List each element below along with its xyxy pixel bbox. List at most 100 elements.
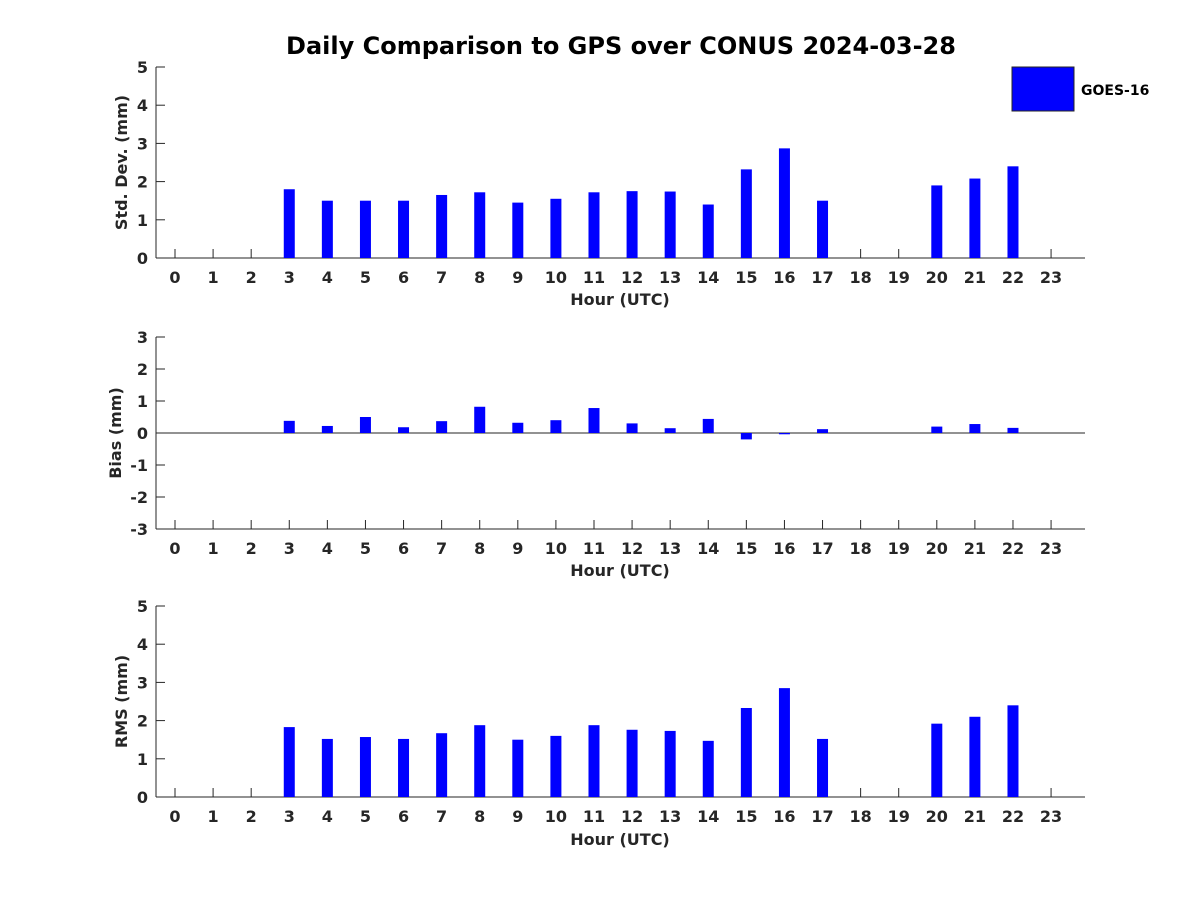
y-axis-label: Bias (mm): [106, 387, 125, 479]
bar-hour-16: [778, 688, 790, 797]
y-tick-label: 1: [137, 211, 148, 230]
x-tick-label: 22: [1002, 539, 1024, 558]
y-tick-label: 0: [137, 424, 148, 443]
x-tick-label: 10: [545, 539, 567, 558]
x-tick-label: 19: [888, 807, 910, 826]
bar-hour-15: [740, 169, 752, 258]
bar-hour-21: [969, 716, 981, 797]
bar-hour-17: [817, 429, 829, 433]
x-axis-label: Hour (UTC): [570, 561, 670, 580]
x-tick-label: 0: [169, 539, 180, 558]
y-axis-label: RMS (mm): [112, 655, 131, 748]
y-tick-label: 2: [137, 173, 148, 192]
x-tick-label: 20: [926, 807, 948, 826]
x-tick-label: 9: [512, 807, 523, 826]
x-tick-label: 21: [964, 807, 986, 826]
bar-hour-5: [359, 417, 371, 433]
bar-hour-13: [664, 428, 676, 433]
bar-hour-3: [283, 727, 295, 797]
bar-hour-21: [969, 178, 981, 258]
y-tick-label: 3: [137, 673, 148, 692]
bar-hour-6: [398, 738, 410, 797]
bar-hour-10: [550, 198, 562, 258]
x-tick-label: 3: [284, 268, 295, 287]
bar-hour-20: [931, 426, 943, 433]
x-tick-label: 8: [474, 268, 485, 287]
x-tick-label: 2: [246, 807, 257, 826]
x-tick-label: 5: [360, 807, 371, 826]
x-tick-label: 3: [284, 539, 295, 558]
x-tick-label: 13: [659, 539, 681, 558]
bar-hour-11: [588, 192, 600, 258]
y-tick-label: 2: [137, 712, 148, 731]
legend-swatch: [1011, 66, 1075, 112]
x-tick-label: 14: [697, 807, 719, 826]
bar-hour-7: [436, 194, 448, 258]
x-tick-label: 0: [169, 807, 180, 826]
bar-hour-5: [359, 737, 371, 797]
x-tick-label: 20: [926, 268, 948, 287]
bar-hour-7: [436, 733, 448, 797]
x-tick-label: 8: [474, 539, 485, 558]
y-tick-label: -1: [130, 456, 148, 475]
x-tick-label: 4: [322, 539, 333, 558]
x-tick-label: 15: [735, 539, 757, 558]
bar-hour-22: [1007, 705, 1019, 797]
x-tick-label: 7: [436, 807, 447, 826]
x-tick-label: 23: [1040, 539, 1062, 558]
x-tick-label: 22: [1002, 268, 1024, 287]
bar-hour-9: [512, 739, 524, 797]
x-tick-label: 14: [697, 268, 719, 287]
bar-hour-15: [740, 433, 752, 440]
bar-hour-14: [702, 418, 714, 433]
bar-hour-12: [626, 191, 638, 258]
y-tick-label: 0: [137, 788, 148, 807]
x-tick-label: 23: [1040, 807, 1062, 826]
legend: GOES-16: [1011, 66, 1149, 112]
bar-hour-9: [512, 422, 524, 433]
bar-hour-12: [626, 729, 638, 797]
bar-hour-4: [321, 738, 333, 797]
x-tick-label: 12: [621, 539, 643, 558]
x-tick-label: 7: [436, 539, 447, 558]
x-tick-label: 17: [811, 807, 833, 826]
x-tick-label: 19: [888, 268, 910, 287]
x-tick-label: 1: [208, 539, 219, 558]
x-tick-label: 21: [964, 268, 986, 287]
y-tick-label: 5: [137, 58, 148, 77]
x-tick-label: 10: [545, 268, 567, 287]
x-tick-label: 23: [1040, 268, 1062, 287]
bar-hour-13: [664, 191, 676, 258]
y-tick-label: 2: [137, 360, 148, 379]
x-tick-label: 18: [849, 268, 871, 287]
bar-hour-7: [436, 421, 448, 433]
x-axis-label: Hour (UTC): [570, 830, 670, 849]
x-tick-label: 3: [284, 807, 295, 826]
x-tick-label: 6: [398, 807, 409, 826]
x-tick-label: 5: [360, 539, 371, 558]
bar-hour-11: [588, 725, 600, 797]
bar-hour-16: [778, 433, 790, 435]
x-tick-label: 12: [621, 268, 643, 287]
y-axis-label: Std. Dev. (mm): [112, 95, 131, 230]
y-tick-label: 4: [137, 635, 148, 654]
y-tick-label: 5: [137, 597, 148, 616]
x-tick-label: 2: [246, 539, 257, 558]
bar-hour-9: [512, 202, 524, 258]
x-tick-label: 11: [583, 807, 605, 826]
x-tick-label: 20: [926, 539, 948, 558]
bar-hour-11: [588, 408, 600, 433]
x-tick-label: 13: [659, 807, 681, 826]
bar-hour-22: [1007, 166, 1019, 258]
bar-hour-16: [778, 148, 790, 258]
bar-hour-17: [817, 738, 829, 797]
bar-hour-20: [931, 723, 943, 797]
x-tick-label: 17: [811, 539, 833, 558]
y-tick-label: 4: [137, 96, 148, 115]
x-tick-label: 14: [697, 539, 719, 558]
